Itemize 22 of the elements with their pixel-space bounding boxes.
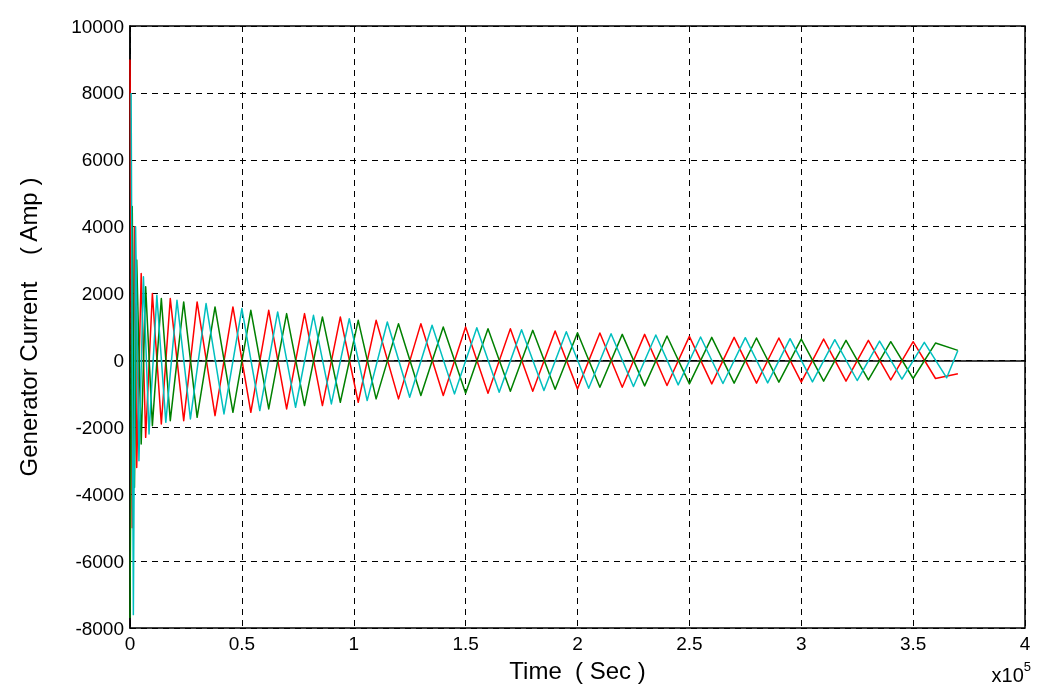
x-tick-label: 2.5 [676,633,703,654]
y-tick-label: -2000 [75,416,124,438]
x-axis-title: Time ( Sec ) [509,656,646,684]
line-series [129,205,959,619]
x-tick-label: 1 [348,633,360,654]
y-tick-label: 6000 [81,149,124,171]
x-tick-label: 1.5 [452,633,479,654]
x-tick-label: 0.5 [228,633,256,654]
y-tick-label: -8000 [75,617,124,639]
y-tick-label: 8000 [81,82,124,104]
x-tick-label: 3.5 [899,633,927,654]
x-tick-label: 2 [572,633,583,654]
y-tick-label: -6000 [75,550,124,572]
y-tick-label: -4000 [75,483,124,505]
y-axis-title: Generator Current ( Amp ) [14,177,42,477]
y-tick-label: 10000 [71,15,124,37]
y-tick-label: 0 [113,349,124,371]
x-tick-label: 4 [1019,633,1031,654]
line-series [130,92,959,616]
y-tick-label: 2000 [81,283,124,305]
x-tick-label: 3 [795,633,807,654]
y-tick-label: 4000 [81,216,124,238]
